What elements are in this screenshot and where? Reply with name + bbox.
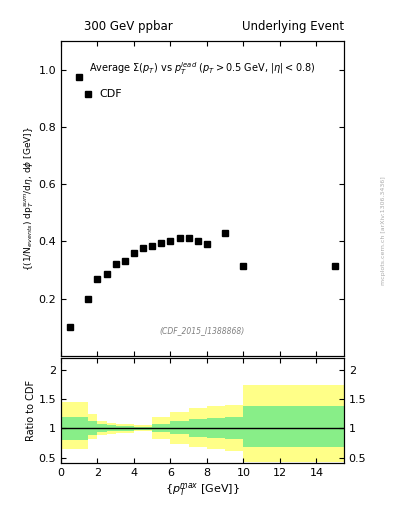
- CDF: [150, 243, 154, 249]
- Bar: [189, 419, 207, 437]
- CDF: [177, 236, 182, 242]
- CDF: [186, 236, 191, 242]
- CDF: [241, 263, 246, 269]
- X-axis label: {$p_T^{max}$ [GeV]}: {$p_T^{max}$ [GeV]}: [165, 481, 240, 498]
- Bar: [134, 427, 152, 430]
- CDF: [123, 258, 127, 264]
- CDF: [68, 324, 72, 330]
- Text: (CDF_2015_I1388868): (CDF_2015_I1388868): [160, 326, 245, 335]
- Bar: [61, 402, 79, 449]
- CDF: [113, 261, 118, 267]
- CDF: [95, 275, 100, 282]
- Bar: [152, 424, 171, 433]
- CDF: [332, 263, 337, 269]
- Bar: [79, 402, 88, 449]
- Bar: [225, 405, 244, 451]
- Y-axis label: {(1/N$_{events}$) dp$_T^{sum}$/d$\eta$, d$\phi$ [GeV]}: {(1/N$_{events}$) dp$_T^{sum}$/d$\eta$, …: [22, 126, 35, 271]
- Bar: [88, 414, 97, 439]
- Y-axis label: Ratio to CDF: Ratio to CDF: [26, 380, 36, 441]
- Bar: [244, 385, 344, 462]
- CDF: [223, 230, 228, 236]
- Bar: [116, 426, 134, 431]
- Bar: [225, 417, 244, 439]
- Bar: [107, 425, 116, 431]
- Bar: [79, 417, 88, 440]
- CDF: [141, 245, 145, 251]
- Bar: [207, 406, 225, 449]
- Bar: [88, 421, 97, 435]
- Text: CDF: CDF: [99, 90, 122, 99]
- Bar: [171, 421, 189, 434]
- Bar: [97, 421, 107, 435]
- Text: mcplots.cern.ch [arXiv:1306.3436]: mcplots.cern.ch [arXiv:1306.3436]: [381, 176, 386, 285]
- Bar: [171, 412, 189, 443]
- Bar: [189, 408, 207, 447]
- CDF: [168, 238, 173, 244]
- Text: Average $\Sigma(p_T)$ vs $p_T^{lead}$ ($p_T > 0.5$ GeV, $|\eta| < 0.8$): Average $\Sigma(p_T)$ vs $p_T^{lead}$ ($…: [89, 60, 316, 77]
- CDF: [132, 250, 136, 256]
- Text: 300 GeV ppbar: 300 GeV ppbar: [84, 20, 173, 33]
- Bar: [97, 424, 107, 433]
- Bar: [207, 418, 225, 438]
- CDF: [86, 295, 91, 302]
- Bar: [244, 406, 344, 447]
- Bar: [116, 424, 134, 433]
- Bar: [134, 425, 152, 431]
- CDF: [195, 238, 200, 244]
- Bar: [152, 417, 171, 439]
- Text: Underlying Event: Underlying Event: [242, 20, 344, 33]
- CDF: [205, 241, 209, 247]
- Bar: [61, 417, 79, 440]
- CDF: [104, 271, 109, 278]
- Line: CDF: CDF: [67, 74, 338, 330]
- CDF: [77, 74, 81, 80]
- Bar: [107, 423, 116, 434]
- CDF: [159, 240, 163, 246]
